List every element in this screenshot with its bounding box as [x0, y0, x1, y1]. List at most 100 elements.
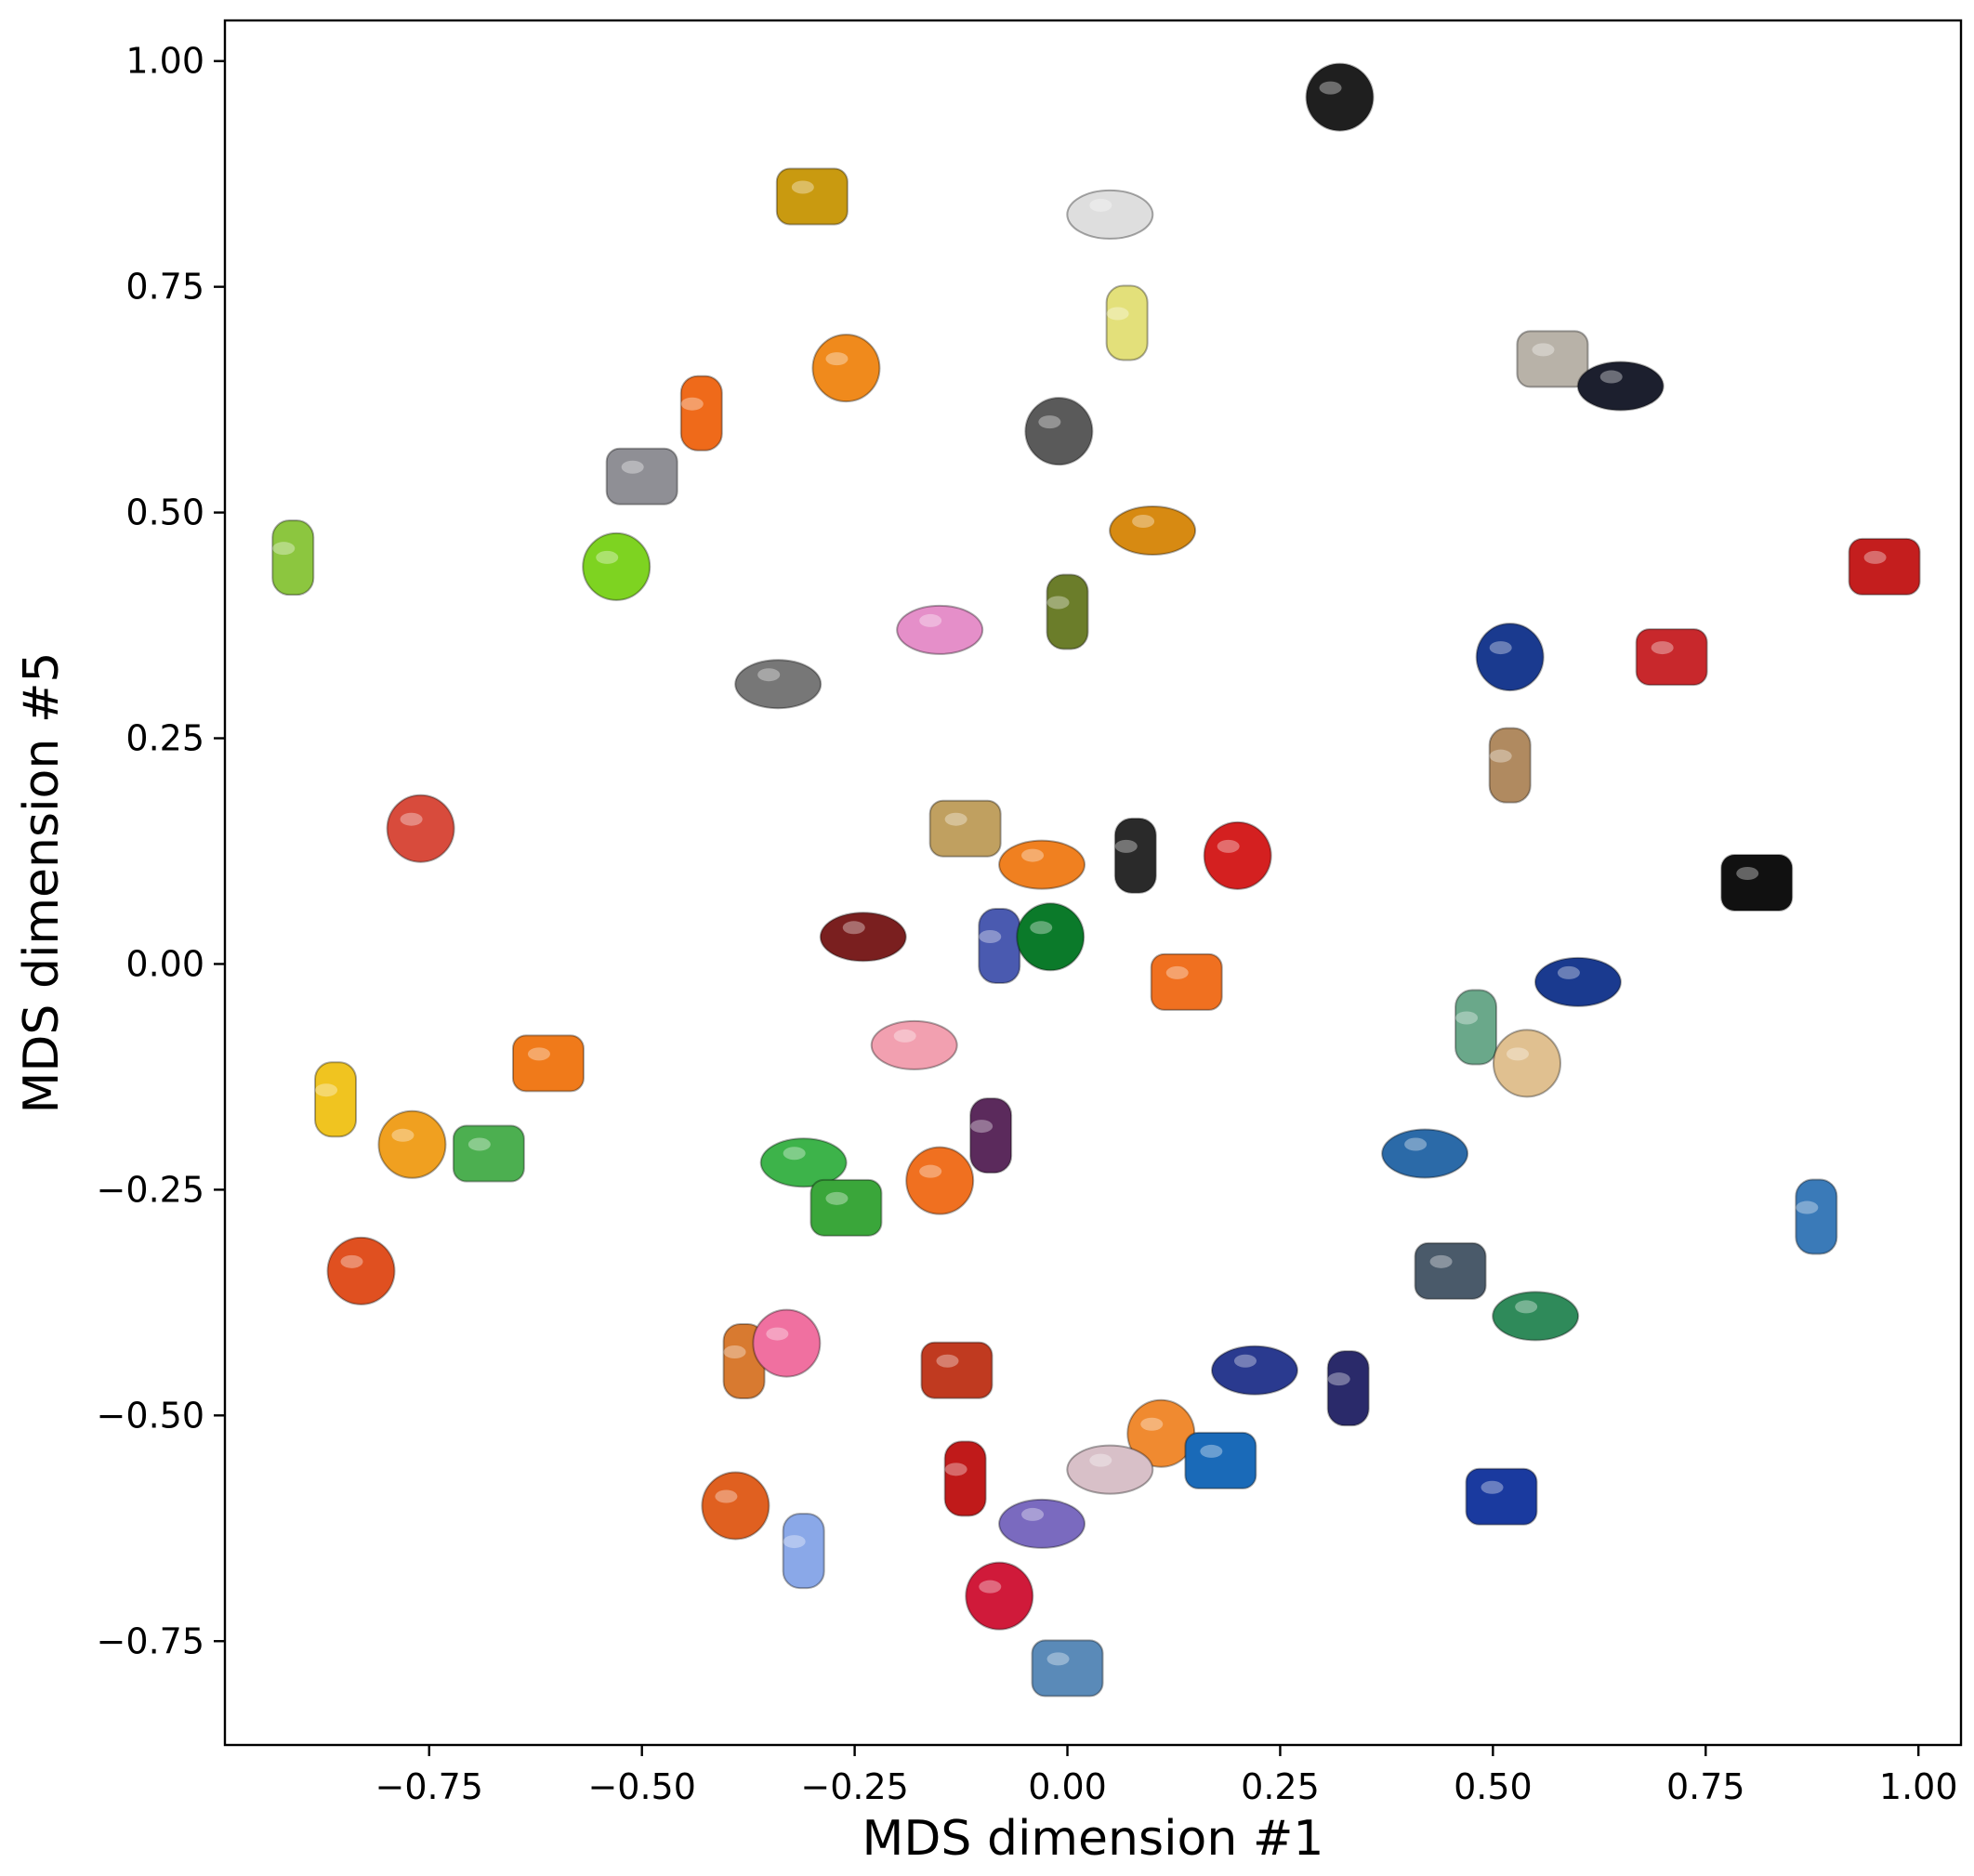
red-twisted-stand-icon [1635, 628, 1708, 687]
pink-ring-icon [896, 604, 984, 655]
data-point-blue-capsule [1475, 623, 1545, 692]
data-point-green-slingshot [759, 1137, 848, 1188]
data-point-pink-feathers [870, 1019, 958, 1070]
point-highlight [1021, 848, 1045, 862]
point-highlight [783, 1535, 806, 1549]
point-highlight [1651, 641, 1674, 655]
white-ball-icon [1066, 189, 1154, 240]
plot-frame [223, 19, 1963, 1747]
point-highlight [979, 930, 1002, 944]
point-highlight [1233, 1354, 1257, 1368]
purple-wand-icon [998, 1498, 1086, 1549]
pink-links-icon [1066, 1444, 1154, 1495]
data-point-orange-rocket [511, 1034, 585, 1093]
point-highlight [1200, 1444, 1223, 1458]
data-point-dumbbell [1326, 1350, 1370, 1427]
data-point-orange-crate [679, 374, 723, 452]
point-highlight [527, 1047, 550, 1061]
point-highlight [1030, 921, 1053, 935]
point-highlight [766, 1327, 789, 1341]
data-point-green-bone [1492, 1291, 1580, 1342]
y-axis-ticks: −0.75 −0.50 −0.25 0.00 0.25 0.50 0.75 1.00 [97, 41, 225, 1661]
point-highlight [1557, 965, 1580, 979]
green-stool-icon [1046, 573, 1089, 650]
green-squirt-icon [452, 1124, 525, 1183]
data-point-grey-ball [1024, 397, 1094, 466]
red-fan-icon [1848, 537, 1921, 596]
point-highlight [1089, 1453, 1112, 1467]
orange-chain-icon [1150, 952, 1223, 1011]
data-point-red-knot [1203, 820, 1272, 890]
data-point-green-clam [271, 519, 315, 597]
point-highlight [723, 1345, 746, 1359]
points-layer [271, 62, 1921, 1698]
x-tick-label: −0.75 [375, 1766, 483, 1807]
red-mop-icon [920, 1341, 994, 1399]
data-point-pink-ring [896, 604, 984, 655]
point-highlight [1863, 550, 1887, 564]
orange-pear-icon [701, 1471, 770, 1541]
data-point-brown-stick [1488, 727, 1532, 804]
data-point-purple-wand [998, 1498, 1086, 1549]
y-tick-label: 0.50 [125, 492, 204, 533]
orange-crate-icon [679, 374, 723, 452]
data-point-orange-chain [1150, 952, 1223, 1011]
data-point-green-stool [1046, 573, 1089, 650]
point-highlight [1489, 749, 1512, 763]
point-highlight [970, 1120, 994, 1134]
grey-spinner-icon [605, 447, 678, 505]
red-knot-icon [1203, 820, 1272, 890]
point-highlight [1165, 965, 1189, 979]
orange-egg-icon [811, 334, 881, 403]
point-highlight [979, 1580, 1002, 1594]
data-point-orange-ring [905, 1146, 975, 1215]
data-point-red-mop [920, 1341, 994, 1399]
data-point-white-ball [1066, 189, 1154, 240]
blue-bell-icon [978, 908, 1021, 985]
green-bell-icon [1016, 902, 1086, 972]
x-tick-label: 1.00 [1879, 1766, 1958, 1807]
blue-sandal-icon [1795, 1178, 1838, 1255]
data-point-red-fan [1848, 537, 1921, 596]
x-tick-label: 0.25 [1241, 1766, 1320, 1807]
point-highlight [391, 1128, 415, 1142]
blue-whistle-icon [1533, 956, 1622, 1007]
red-spiky-icon [965, 1561, 1034, 1631]
point-highlight [272, 542, 296, 556]
data-point-blue-sandal [1795, 1178, 1838, 1255]
point-highlight [1480, 1480, 1504, 1494]
grey-ball-icon [1024, 397, 1094, 466]
x-axis-ticks: −0.75 −0.50 −0.25 0.00 0.25 0.50 0.75 1.00 [375, 1745, 1958, 1807]
y-tick-label: 0.75 [125, 267, 204, 308]
data-point-wire-ball [734, 659, 822, 710]
data-point-black-knob [1576, 361, 1665, 412]
y-tick-label: −0.75 [97, 1620, 204, 1661]
point-highlight [400, 812, 423, 826]
x-tick-label: 0.50 [1454, 1766, 1533, 1807]
data-point-red-spiky [965, 1561, 1034, 1631]
green-cross-icon [582, 531, 651, 601]
data-point-block-stack [326, 1236, 396, 1305]
point-highlight [1106, 307, 1129, 321]
data-point-purple-hook [969, 1097, 1013, 1174]
clip-toy-icon [928, 799, 1002, 858]
point-highlight [1404, 1137, 1428, 1151]
data-point-grey-pipe [1414, 1241, 1487, 1300]
point-highlight [1114, 839, 1138, 853]
wire-ball-icon [734, 659, 822, 710]
data-point-blue-penguin [1381, 1128, 1469, 1179]
point-highlight [1515, 1300, 1538, 1314]
black-knob-icon [1576, 361, 1665, 412]
point-highlight [1132, 515, 1155, 529]
grey-pipe-icon [1414, 1241, 1487, 1300]
point-highlight [1046, 596, 1070, 610]
point-highlight [1089, 198, 1112, 212]
data-point-orange-blob [1109, 505, 1197, 557]
blue-octopus-icon [1184, 1431, 1257, 1489]
y-axis-label: MDS dimension #5 [14, 652, 70, 1114]
point-highlight [596, 550, 619, 564]
data-point-yellow-pot [775, 167, 849, 226]
data-point-orange-sphere [377, 1109, 447, 1179]
wooden-bar-icon [1493, 1029, 1561, 1098]
